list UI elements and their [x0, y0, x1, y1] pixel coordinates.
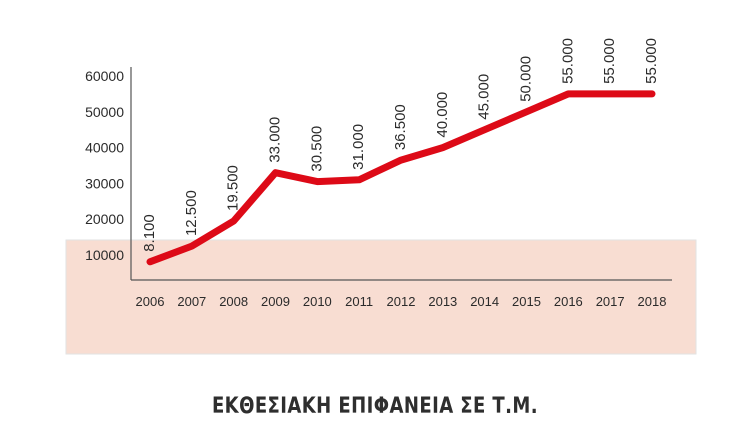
- series-line: [146, 90, 656, 266]
- x-tick-label: 2010: [303, 294, 332, 309]
- data-label: 55.000: [559, 38, 576, 84]
- chart-title: ΕΚΘΕΣΙΑΚΗ ΕΠΙΦΑΝΕΙΑ ΣΕ Τ.Μ.: [211, 394, 539, 419]
- x-tick-label: 2016: [554, 294, 583, 309]
- x-tick-label: 2013: [428, 294, 457, 309]
- y-tick-label: 30000: [85, 175, 124, 191]
- data-label: 55.000: [601, 38, 618, 84]
- data-label: 50.000: [518, 56, 535, 102]
- x-tick-label: 2014: [470, 294, 499, 309]
- data-label: 30.500: [308, 126, 325, 172]
- data-label: 12.500: [183, 190, 200, 236]
- y-tick-label: 20000: [85, 211, 124, 227]
- y-tick-label: 40000: [85, 140, 124, 156]
- x-tick-label: 2007: [177, 294, 206, 309]
- data-label: 19.500: [225, 165, 242, 211]
- data-label: 40.000: [434, 92, 451, 138]
- data-label: 8.100: [141, 214, 158, 252]
- x-tick-label: 2017: [596, 294, 625, 309]
- x-tick-label: 2006: [136, 294, 165, 309]
- data-label: 45.000: [476, 74, 493, 120]
- y-tick-label: 10000: [85, 247, 124, 263]
- data-label: 36.500: [392, 104, 409, 150]
- x-tick-label: 2012: [387, 294, 416, 309]
- data-label: 33.000: [267, 117, 284, 163]
- background-band: [65, 239, 697, 355]
- x-tick-label: 2009: [261, 294, 290, 309]
- y-tick-label: 60000: [85, 68, 124, 84]
- x-tick-label: 2008: [219, 294, 248, 309]
- y-tick-label: 50000: [85, 104, 124, 120]
- data-label: 31.000: [350, 124, 367, 170]
- data-label: 55.000: [643, 38, 660, 84]
- x-tick-label: 2018: [638, 294, 667, 309]
- x-tick-label: 2015: [512, 294, 541, 309]
- x-tick-label: 2011: [345, 294, 373, 309]
